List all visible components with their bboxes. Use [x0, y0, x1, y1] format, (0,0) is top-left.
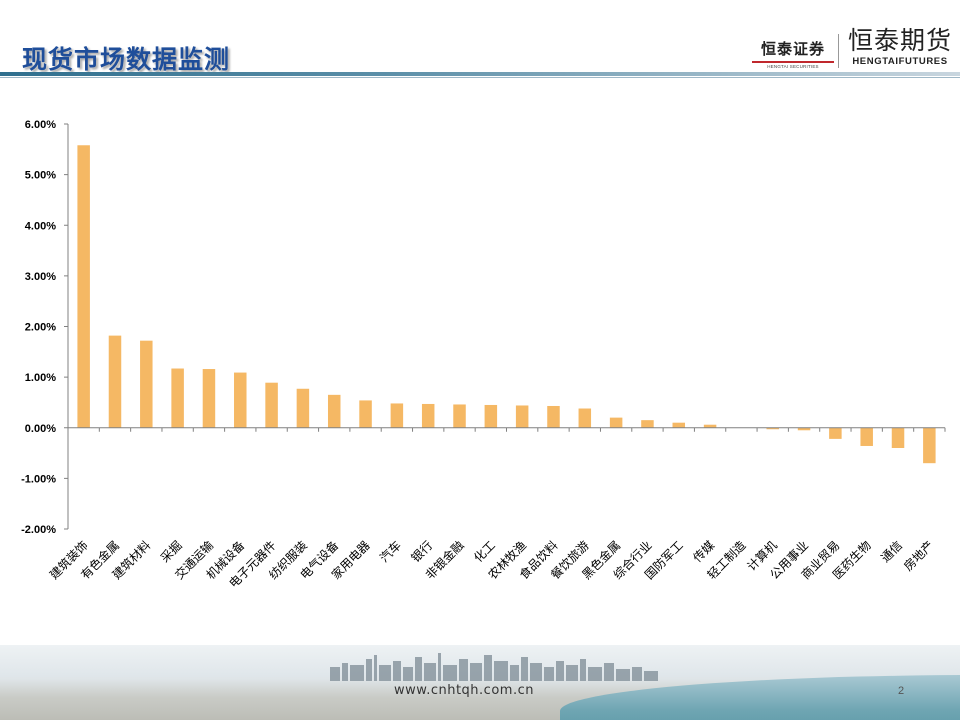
bar — [515, 405, 529, 428]
bar — [234, 372, 247, 428]
bar — [547, 405, 560, 428]
y-tick-label: 3.00% — [25, 271, 56, 283]
bar — [108, 335, 122, 428]
footer-banner: www.cnhtqh.com.cn 2 — [0, 645, 960, 720]
bar — [296, 388, 310, 428]
logo-divider — [838, 34, 839, 68]
bar — [578, 408, 592, 428]
x-tick-label: 通信 — [878, 538, 905, 565]
hengtai-futures-logo: 恒泰期货 HENGTAIFUTURES — [844, 26, 956, 67]
page-number: 2 — [898, 685, 905, 697]
city-skyline-image — [330, 653, 658, 681]
y-tick-label: -1.00% — [21, 473, 56, 485]
bar — [860, 427, 873, 446]
y-tick-label: 5.00% — [25, 170, 56, 182]
bar — [484, 404, 498, 428]
bar — [421, 403, 435, 428]
bar — [77, 145, 90, 428]
bar — [829, 427, 842, 439]
header-rule-thin — [0, 77, 960, 78]
y-tick-label: -2.00% — [21, 524, 56, 536]
bar — [609, 417, 623, 428]
securities-logo-subtext: HENGTAI SECURITIES — [767, 64, 819, 69]
page-title: 现货市场数据监测 — [22, 45, 231, 74]
bar — [766, 427, 779, 430]
bar — [327, 394, 341, 428]
x-tick-label: 银行 — [408, 538, 435, 565]
header-rule — [0, 72, 960, 76]
bar — [390, 403, 404, 428]
bar — [672, 422, 686, 428]
y-tick-label: 4.00% — [25, 220, 56, 232]
bar — [202, 369, 216, 428]
bar — [171, 368, 184, 428]
x-tick-label: 房地产 — [900, 538, 936, 574]
bar — [641, 420, 654, 428]
y-tick-label: 6.00% — [25, 119, 56, 131]
securities-logo-text: 恒泰证券 — [760, 40, 825, 58]
bar — [453, 404, 466, 428]
bar — [891, 427, 905, 448]
y-tick-label: 2.00% — [25, 322, 56, 334]
x-tick-label: 汽车 — [376, 538, 404, 566]
x-tick-label: 采掘 — [157, 538, 185, 566]
bar — [140, 340, 153, 428]
bar — [703, 424, 717, 428]
website-url: www.cnhtqh.com.cn — [394, 683, 534, 698]
bar — [359, 400, 372, 428]
y-tick-label: 1.00% — [25, 372, 56, 384]
bar-chart: 6.00% 5.00% 4.00% 3.00% 2.00% 1.00% 0.00% -1.00… — [21, 119, 946, 591]
x-tick-label: 化工 — [471, 538, 498, 565]
bar — [265, 382, 278, 428]
securities-logo-underline — [752, 61, 834, 63]
bar — [923, 427, 936, 464]
bar — [797, 427, 811, 431]
x-tick-label: 传媒 — [690, 538, 718, 566]
hengtai-securities-logo: 恒泰证券 HENGTAI SECURITIES — [752, 38, 834, 69]
futures-logo-subtext: HENGTAIFUTURES — [852, 56, 948, 67]
futures-logo-text: 恒泰期货 — [847, 26, 952, 55]
y-tick-label: 0.00% — [25, 423, 56, 435]
